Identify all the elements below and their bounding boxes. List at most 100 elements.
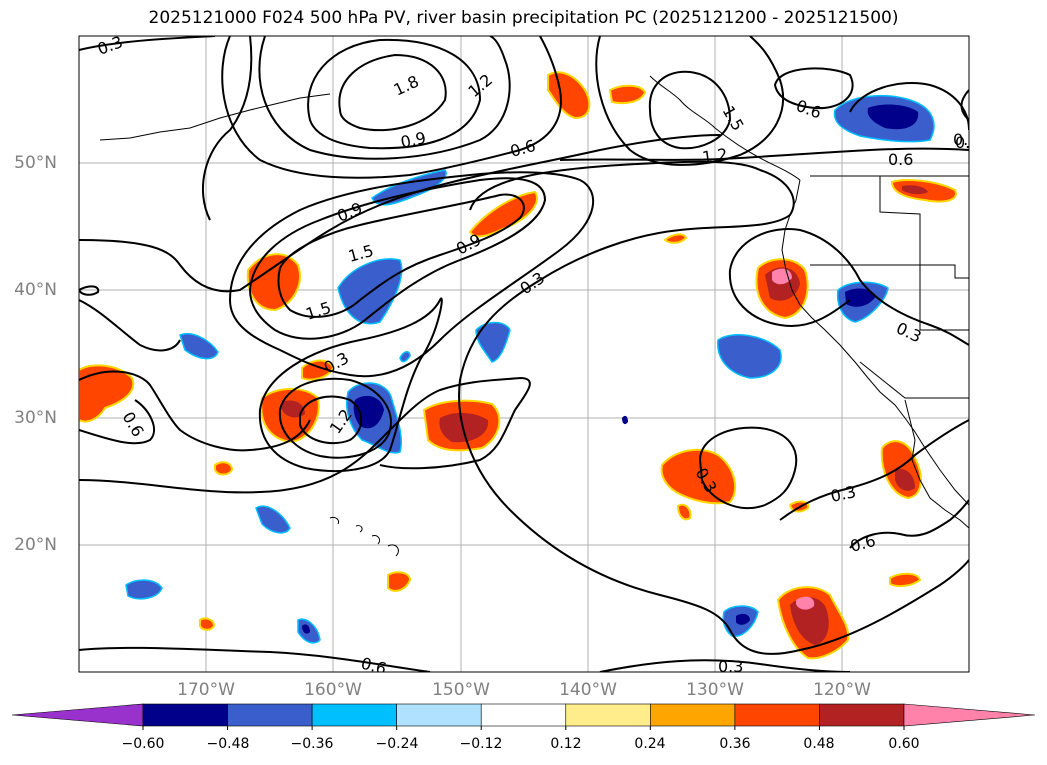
colorbar-segment bbox=[565, 703, 651, 727]
precip-patch bbox=[199, 617, 216, 631]
lat-label: 20°N bbox=[14, 535, 57, 555]
precip-patch bbox=[468, 190, 538, 238]
pv-contour bbox=[849, 82, 969, 131]
precip-core-neg bbox=[302, 624, 310, 634]
precip-core bbox=[282, 400, 305, 418]
precip-patch bbox=[214, 461, 234, 476]
precip-patch bbox=[676, 503, 692, 521]
colorbar-tick-label: −0.36 bbox=[290, 736, 334, 752]
pv-contour bbox=[258, 36, 511, 160]
contour-label: 0.3 bbox=[955, 133, 980, 152]
state-borders bbox=[810, 264, 969, 331]
coastlines bbox=[99, 75, 969, 557]
colorbar-tick-label: 0.36 bbox=[719, 736, 751, 752]
contour-label: 0.9 bbox=[399, 128, 428, 152]
contour-label: 1.2 bbox=[701, 145, 729, 167]
pv-contour bbox=[559, 147, 969, 161]
colorbar-tick-label: −0.12 bbox=[459, 736, 503, 752]
precip-patch bbox=[246, 253, 301, 312]
pv-contour bbox=[728, 269, 851, 327]
pv-contour bbox=[299, 395, 363, 445]
alaska-bc-coast bbox=[649, 75, 801, 181]
colorbar-tick-label: 0.60 bbox=[888, 736, 920, 752]
precip-core bbox=[895, 468, 915, 491]
pv-contour bbox=[779, 419, 969, 521]
contour-label: 0.6 bbox=[359, 654, 389, 679]
lat-label: 30°N bbox=[14, 408, 57, 428]
precip-shading bbox=[79, 71, 957, 660]
precip-core-neg bbox=[845, 288, 876, 307]
precip-patch-neg bbox=[125, 579, 163, 600]
lon-label: 170°W bbox=[177, 680, 235, 700]
precip-patch bbox=[387, 571, 412, 592]
precip-patch-neg bbox=[399, 351, 411, 363]
colorbar-segment bbox=[227, 703, 313, 727]
lon-label: 160°W bbox=[304, 680, 362, 700]
west-coast bbox=[781, 179, 969, 506]
precip-patch-neg bbox=[475, 321, 511, 363]
colorbar-tick-label: −0.24 bbox=[375, 736, 419, 752]
colorbar-segment bbox=[734, 703, 820, 727]
contour-label: 0.3 bbox=[718, 657, 743, 676]
precip-peak bbox=[796, 596, 815, 610]
colorbar-segment bbox=[142, 703, 228, 727]
pv-contour bbox=[258, 297, 443, 472]
precip-patch-neg bbox=[717, 334, 782, 379]
precip-patch bbox=[79, 364, 135, 423]
colorbar-tick-label: −0.60 bbox=[121, 736, 165, 752]
precip-patch-neg bbox=[337, 258, 403, 325]
colorbar-segment bbox=[650, 703, 736, 727]
precip-patch-neg bbox=[255, 505, 291, 534]
colorbar-segment bbox=[396, 703, 482, 727]
precip-patch-neg bbox=[371, 169, 447, 206]
pv-contour bbox=[648, 70, 732, 150]
precip-patch bbox=[889, 572, 922, 588]
colorbar-tick-label: 0.12 bbox=[550, 736, 582, 752]
contour-label: 0.3 bbox=[953, 130, 978, 149]
pv-contour bbox=[307, 38, 482, 150]
pv-contour bbox=[79, 376, 531, 494]
colorbar-tick-label: −0.48 bbox=[206, 736, 250, 752]
contour-label: 0.3 bbox=[829, 482, 858, 506]
colorbar-tick-label: 0.24 bbox=[634, 736, 666, 752]
hawaiian-islands bbox=[329, 517, 399, 557]
colorbar-segment bbox=[311, 703, 397, 727]
precip-core-neg bbox=[867, 104, 919, 130]
map-background bbox=[79, 36, 969, 672]
pv-contour bbox=[458, 160, 969, 655]
pv-contour bbox=[599, 659, 851, 672]
pv-contour bbox=[698, 426, 798, 510]
pv-contour bbox=[773, 67, 854, 110]
pv-contour bbox=[79, 646, 431, 672]
colorbar-segment bbox=[480, 703, 567, 727]
lat-label: 40°N bbox=[14, 280, 57, 300]
precip-patch bbox=[660, 448, 737, 505]
pv-contour bbox=[79, 399, 155, 445]
precip-patch bbox=[608, 84, 647, 105]
us-mexico-border bbox=[859, 361, 969, 399]
pv-contour bbox=[202, 36, 253, 221]
pv-contour bbox=[79, 285, 100, 296]
lon-label: 150°W bbox=[432, 680, 490, 700]
colorbar-segment bbox=[819, 703, 905, 727]
precip-core-neg bbox=[622, 415, 628, 425]
precip-core bbox=[790, 597, 829, 645]
colorbar-tick-label: 0.48 bbox=[803, 736, 835, 752]
precip-patch bbox=[301, 359, 335, 381]
pv-contour bbox=[338, 53, 447, 132]
pv-contours bbox=[79, 36, 969, 672]
pv-contour bbox=[729, 228, 969, 346]
pv-contour bbox=[221, 36, 562, 179]
colorbar-extend-min bbox=[11, 703, 144, 727]
plot-title: 2025121000 F024 500 hPa PV, river basin … bbox=[148, 8, 899, 28]
map-panel: 0.3 1.8 1.2 0.9 0.6 1.5 0.6 0.3 1.2 0.9 … bbox=[78, 35, 980, 679]
pv-contour bbox=[79, 370, 311, 452]
lon-label: 130°W bbox=[686, 680, 744, 700]
pv-contour bbox=[79, 134, 721, 293]
precip-patch bbox=[663, 233, 688, 244]
map-frame bbox=[78, 35, 970, 673]
precip-core bbox=[902, 185, 928, 195]
pv-contour bbox=[849, 499, 969, 549]
contour-label: 0.6 bbox=[888, 150, 913, 169]
precip-core-neg bbox=[736, 613, 750, 625]
